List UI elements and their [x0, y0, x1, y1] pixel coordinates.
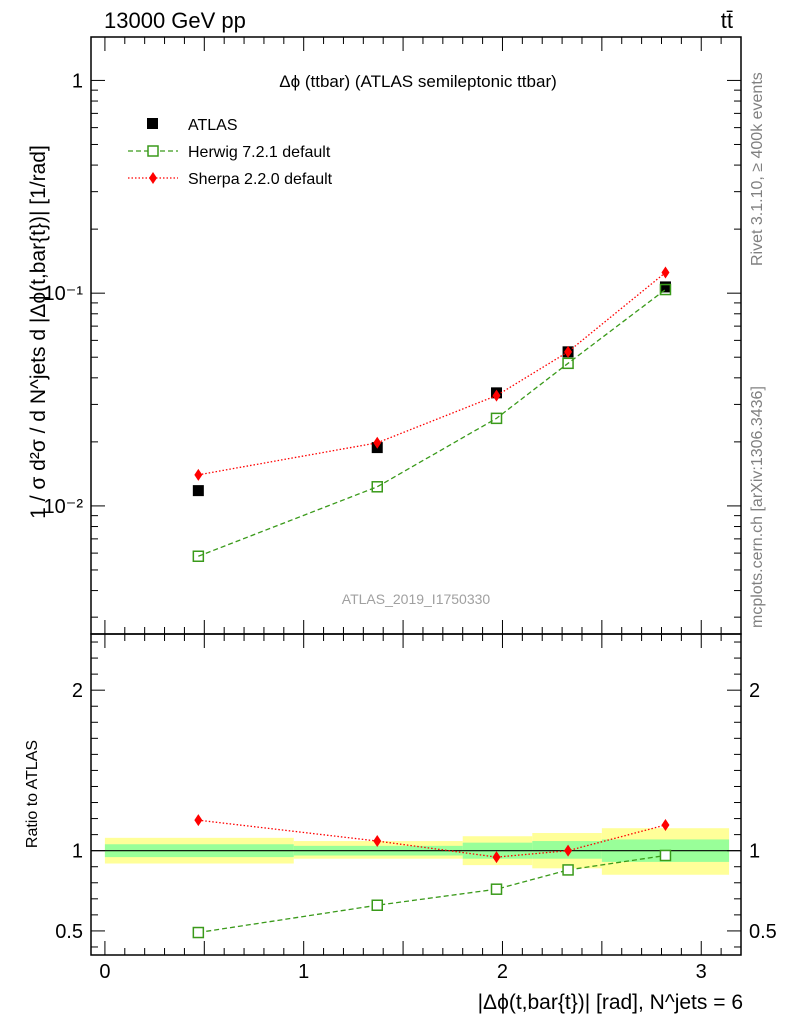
- ratio-y-tick-label: 1: [749, 841, 760, 863]
- legend-label-atlas: ATLAS: [188, 117, 238, 134]
- ratio-panel-frame: [90, 633, 742, 956]
- ratio-point-sherpa: [373, 835, 382, 848]
- main-point-herwig: [192, 550, 205, 562]
- ratio-point-sherpa: [492, 851, 501, 864]
- legend: ATLAS Herwig 7.2.1 default Sherpa 2.2.0 …: [128, 117, 333, 188]
- ratio-y-tick-label: 2: [72, 680, 83, 702]
- mcplots-label: mcplots.cern.ch [arXiv:1306.3436]: [749, 386, 766, 628]
- legend-marker-herwig: [147, 145, 159, 157]
- main-line-sherpa: [198, 272, 666, 476]
- ratio-x-tick-label: 1: [298, 961, 309, 983]
- legend-marker-sherpa: [149, 172, 157, 184]
- ratio-x-tick-label: 0: [99, 961, 110, 983]
- main-point-sherpa: [373, 436, 382, 449]
- main-y-tick-label: 10⁻¹: [44, 283, 84, 305]
- ratio-point-herwig: [192, 926, 205, 939]
- main-point-sherpa: [564, 345, 573, 358]
- ratio-line-herwig: [198, 854, 666, 934]
- ratio-y-tick-label: 0.5: [749, 921, 777, 943]
- main-point-sherpa: [194, 468, 203, 481]
- legend-label-herwig: Herwig 7.2.1 default: [188, 144, 331, 161]
- ratio-y-tick-label: 0.5: [55, 921, 83, 943]
- ratio-point-herwig: [490, 883, 503, 895]
- ratio-y-axis-label: Ratio to ATLAS: [24, 740, 41, 848]
- energy-label: 13000 GeV pp: [104, 8, 246, 33]
- ratio-y-tick-label: 1: [72, 841, 83, 863]
- legend-label-sherpa: Sherpa 2.2.0 default: [188, 171, 333, 188]
- main-y-axis-label: 1 / σ d²σ / d N^jets d |Δϕ(t,bar{t})| [1…: [27, 145, 50, 519]
- ratio-axis-ticks: 0 1 2 3 0.5 0.5 1 1 2 2: [55, 634, 777, 983]
- ratio-point-sherpa: [194, 814, 203, 827]
- ratio-point-sherpa: [564, 844, 573, 857]
- process-label: tt̄: [721, 8, 733, 33]
- analysis-watermark: ATLAS_2019_I1750330: [342, 591, 491, 607]
- x-axis-label: |Δϕ(t,bar{t})| [rad], N^jets = 6: [478, 991, 743, 1014]
- main-line-herwig: [198, 289, 666, 557]
- ratio-series-layer: [192, 814, 672, 939]
- main-point-atlas: [659, 281, 671, 293]
- ratio-y-tick-label: 2: [749, 680, 760, 702]
- main-series-layer: [192, 266, 672, 562]
- ratio-uncertainty-bands: [91, 828, 741, 875]
- main-point-herwig: [562, 357, 574, 370]
- ratio-point-sherpa: [661, 818, 670, 831]
- legend-marker-atlas: [147, 118, 158, 129]
- ratio-x-tick-label: 2: [497, 961, 508, 983]
- main-point-herwig: [490, 412, 503, 425]
- chart-title: Δϕ (ttbar) (ATLAS semileptonic ttbar): [279, 72, 557, 91]
- main-point-sherpa: [492, 389, 501, 402]
- ratio-line-sherpa: [198, 819, 666, 858]
- main-point-herwig: [371, 481, 383, 493]
- ratio-x-tick-label: 3: [696, 961, 707, 983]
- main-y-tick-label: 10⁻²: [44, 496, 84, 518]
- main-point-sherpa: [661, 266, 670, 279]
- ratio-point-herwig: [371, 899, 383, 911]
- rivet-label: Rivet 3.1.10, ≥ 400k events: [749, 72, 766, 266]
- ratio-point-herwig: [659, 849, 672, 862]
- main-point-atlas: [192, 485, 204, 497]
- main-y-tick-label: 1: [72, 70, 83, 92]
- main-axis-ticks: 1 10⁻¹ 10⁻²: [44, 37, 741, 634]
- ratio-point-herwig: [562, 864, 574, 876]
- main-point-herwig: [659, 283, 672, 296]
